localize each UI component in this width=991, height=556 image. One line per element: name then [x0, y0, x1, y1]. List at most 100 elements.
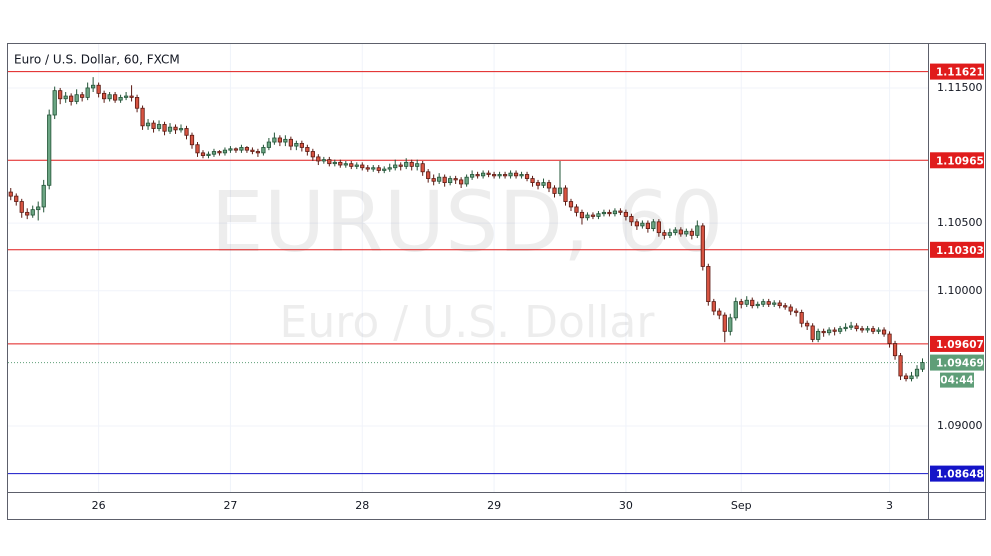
- candle-body: [898, 355, 903, 377]
- candle-body: [91, 84, 96, 89]
- candle-body: [810, 325, 815, 340]
- countdown: 04:44: [940, 375, 973, 387]
- x-tick-label: 27: [223, 499, 237, 512]
- candle-body: [52, 90, 57, 116]
- y-tick-label: 1.10500: [937, 216, 983, 229]
- candle-body: [354, 164, 359, 167]
- candle-body: [365, 167, 370, 170]
- candle-body: [618, 210, 623, 213]
- candle-body: [667, 232, 672, 236]
- candle-body: [151, 122, 156, 129]
- candle-body: [310, 151, 315, 158]
- candle-body: [821, 330, 826, 334]
- candle-body: [645, 222, 650, 229]
- candle-body: [74, 94, 79, 102]
- candle-body: [486, 172, 491, 175]
- candle-body: [321, 159, 326, 162]
- y-tick-label: 1.09000: [937, 419, 983, 432]
- frame: [7, 43, 986, 520]
- last-price-label-bg: [930, 354, 984, 371]
- candle-body: [772, 302, 777, 305]
- candle-body: [552, 187, 557, 194]
- candle-body: [607, 211, 612, 215]
- candle-body: [228, 148, 233, 151]
- candle-body: [876, 329, 881, 332]
- candle-body: [272, 137, 277, 143]
- candle-body: [843, 326, 848, 330]
- level-label: 1.10965: [936, 155, 984, 167]
- candle-body: [459, 179, 464, 185]
- candle-body: [217, 151, 222, 154]
- candle-body: [777, 302, 782, 307]
- candle-body: [854, 325, 859, 330]
- candle-body: [36, 206, 41, 211]
- candle-body: [113, 94, 118, 101]
- candle-body: [409, 161, 414, 167]
- candle-body: [530, 178, 535, 184]
- candle-body: [870, 328, 876, 332]
- candle-body: [590, 214, 596, 217]
- candle-body: [733, 301, 738, 319]
- candle-body: [140, 107, 145, 127]
- candle-body: [585, 214, 590, 219]
- countdown-bg: [940, 372, 974, 388]
- candle-body: [623, 211, 629, 217]
- candles: [8, 77, 925, 382]
- candle-body: [601, 211, 607, 215]
- candle-body: [118, 97, 123, 101]
- candle-body: [722, 314, 727, 332]
- candle-body: [892, 343, 898, 357]
- candle-body: [102, 92, 107, 100]
- level-label-bg: [930, 241, 984, 258]
- candle-body: [859, 328, 865, 331]
- candle-body: [206, 153, 211, 156]
- candle-body: [816, 330, 821, 340]
- candle-body: [508, 172, 513, 177]
- candle-body: [255, 151, 261, 154]
- candle-body: [909, 375, 914, 380]
- candle-body: [640, 222, 645, 227]
- candle-body: [513, 172, 519, 177]
- candle-body: [805, 322, 810, 327]
- candle-body: [244, 147, 250, 151]
- candle-body: [887, 333, 892, 344]
- candle-body: [360, 164, 365, 169]
- candle-body: [58, 90, 63, 100]
- candle-body: [387, 167, 392, 170]
- candle-body: [481, 172, 486, 177]
- x-tick-label: 26: [92, 499, 106, 512]
- candle-body: [755, 303, 760, 307]
- candle-body: [766, 301, 771, 305]
- candle-body: [563, 187, 568, 202]
- level-label-bg: [930, 63, 984, 80]
- candle-body: [382, 168, 387, 171]
- candle-body: [420, 163, 425, 173]
- last-price-label: 1.09469: [936, 358, 984, 370]
- candle-body: [145, 122, 151, 127]
- candle-body: [167, 126, 173, 132]
- candle-body: [134, 97, 140, 109]
- candle-body: [398, 164, 403, 167]
- candle-body: [277, 137, 282, 143]
- level-label: 1.09607: [936, 339, 984, 351]
- candle-body: [173, 126, 178, 131]
- candle-body: [162, 124, 167, 132]
- candle-body: [332, 161, 337, 165]
- candle-body: [656, 221, 661, 234]
- candle-body: [30, 209, 35, 216]
- candle-body: [579, 211, 585, 219]
- x-tick-label: 28: [355, 499, 369, 512]
- levels: [8, 71, 928, 475]
- level-label-bg: [930, 465, 984, 482]
- candle-body: [849, 325, 854, 328]
- candle-body: [881, 329, 887, 335]
- x-tick-label: Sep: [731, 499, 752, 512]
- candle-body: [799, 312, 804, 324]
- candle-body: [574, 206, 579, 213]
- candle-body: [123, 95, 129, 98]
- candle-body: [96, 84, 101, 94]
- candle-body: [8, 191, 13, 197]
- candle-body: [299, 142, 304, 148]
- level-label: 1.11621: [936, 67, 984, 79]
- candle-body: [371, 167, 376, 170]
